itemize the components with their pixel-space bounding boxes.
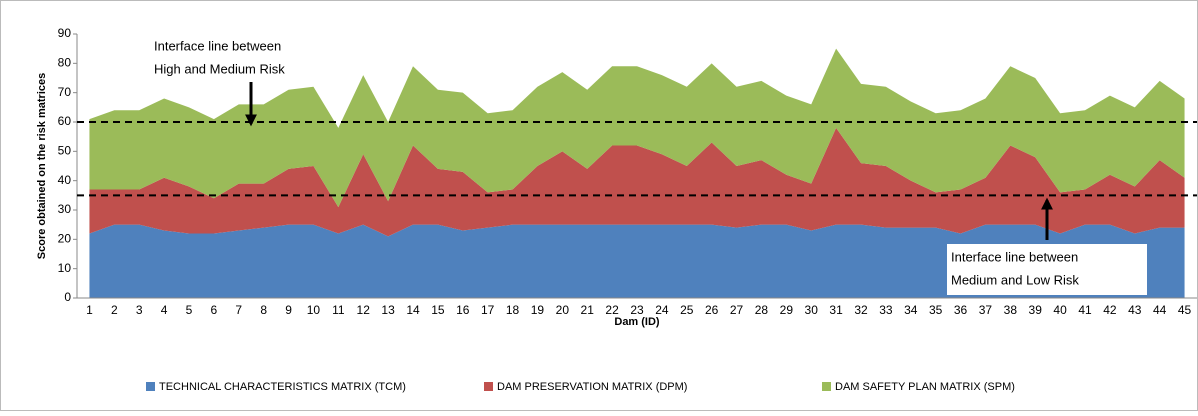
x-tick-label: 13: [381, 303, 395, 317]
y-tick-label: 70: [58, 85, 72, 99]
x-tick-label: 25: [680, 303, 694, 317]
legend-label: TECHNICAL CHARACTERISTICS MATRIX (TCM): [159, 381, 406, 393]
x-tick-label: 29: [780, 303, 794, 317]
x-tick-label: 35: [929, 303, 943, 317]
x-tick-label: 41: [1078, 303, 1092, 317]
x-tick-label: 27: [730, 303, 744, 317]
x-tick-label: 30: [805, 303, 819, 317]
legend-swatch: [146, 382, 155, 391]
x-tick-label: 4: [161, 303, 168, 317]
legend-label: DAM PRESERVATION MATRIX (DPM): [497, 381, 687, 393]
y-tick-label: 30: [58, 202, 72, 216]
y-axis-title: Score obtained on the risk matrices: [36, 73, 48, 259]
y-tick-label: 10: [58, 261, 72, 275]
area: [89, 127, 1185, 237]
annotation-text: Interface line between: [154, 38, 281, 53]
y-tick-label: 40: [58, 173, 72, 187]
x-tick-label: 42: [1103, 303, 1117, 317]
x-tick-label: 26: [705, 303, 719, 317]
x-tick-label: 17: [481, 303, 495, 317]
x-tick-label: 7: [235, 303, 242, 317]
x-tick-label: 8: [260, 303, 267, 317]
x-tick-label: 28: [755, 303, 769, 317]
area: [89, 224, 1185, 298]
x-tick-label: 36: [954, 303, 968, 317]
x-tick-label: 5: [186, 303, 193, 317]
x-tick-label: 31: [829, 303, 843, 317]
x-tick-label: 3: [136, 303, 143, 317]
x-tick-label: 15: [431, 303, 445, 317]
area: [89, 48, 1185, 208]
x-tick-label: 24: [655, 303, 669, 317]
x-tick-label: 34: [904, 303, 918, 317]
x-tick-label: 2: [111, 303, 118, 317]
x-tick-label: 19: [531, 303, 545, 317]
annotation-text: High and Medium Risk: [154, 61, 285, 76]
y-tick-label: 60: [58, 114, 72, 128]
x-tick-label: 37: [979, 303, 993, 317]
x-tick-label: 10: [307, 303, 321, 317]
annotation-box: [947, 244, 1147, 295]
x-tick-label: 16: [456, 303, 470, 317]
y-tick-label: 0: [64, 290, 71, 304]
x-tick-label: 43: [1128, 303, 1142, 317]
x-tick-label: 22: [605, 303, 619, 317]
legend-label: DAM SAFETY PLAN MATRIX (SPM): [835, 381, 1015, 393]
x-tick-label: 23: [630, 303, 644, 317]
x-tick-label: 45: [1178, 303, 1192, 317]
x-tick-label: 6: [211, 303, 218, 317]
x-tick-label: 11: [332, 303, 345, 317]
annotation-box: [150, 35, 350, 83]
x-tick-label: 33: [879, 303, 893, 317]
x-tick-label: 39: [1029, 303, 1043, 317]
x-tick-label: 21: [581, 303, 595, 317]
y-tick-label: 50: [58, 144, 72, 158]
x-tick-label: 1: [86, 303, 93, 317]
y-tick-label: 90: [58, 26, 72, 40]
legend-swatch: [484, 382, 493, 391]
x-tick-label: 12: [357, 303, 371, 317]
annotation-text: Interface line between: [951, 249, 1078, 264]
x-tick-label: 14: [406, 303, 420, 317]
x-tick-label: 40: [1053, 303, 1067, 317]
x-tick-label: 32: [854, 303, 868, 317]
y-tick-label: 80: [58, 56, 72, 70]
y-tick-label: 20: [58, 232, 72, 246]
legend-swatch: [822, 382, 831, 391]
x-axis-title: Dam (ID): [614, 316, 660, 328]
x-tick-label: 20: [556, 303, 570, 317]
x-tick-label: 9: [285, 303, 292, 317]
x-tick-label: 44: [1153, 303, 1167, 317]
annotation-text: Medium and Low Risk: [951, 272, 1079, 287]
x-tick-label: 38: [1004, 303, 1018, 317]
x-tick-label: 18: [506, 303, 520, 317]
